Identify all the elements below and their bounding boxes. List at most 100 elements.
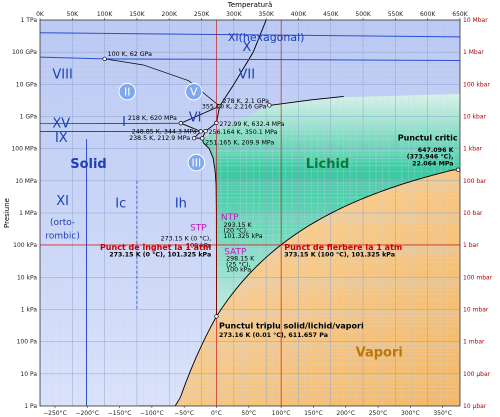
top-tick-label: 250K <box>194 11 210 18</box>
left-tick-label: 100 GPa <box>12 49 37 56</box>
stp-label: STP <box>190 223 207 233</box>
phase-label-viii: VIII <box>52 68 72 83</box>
point-p-100k-62gpa <box>102 56 107 61</box>
top-tick-label: 150K <box>129 11 145 18</box>
satp-line-3: 100 kPa <box>226 267 251 274</box>
bottom-tick-label: −200°C <box>75 410 99 417</box>
left-tick-label: 100 kPa <box>13 242 37 249</box>
right-tick-label: 10 bar <box>463 210 483 217</box>
right-tick-label: 100 bar <box>463 178 487 185</box>
ii-boundary <box>179 105 220 139</box>
high-pressure-boundary-1 <box>40 32 460 38</box>
grid <box>40 20 460 406</box>
bottom-tick-label: −250°C <box>43 410 67 417</box>
left-tick-label: 10 GPa <box>16 81 38 88</box>
bottom-tick-label: 200°C <box>336 410 355 417</box>
right-axis: 10 μbar 100 μbar 1 mbar 10 mbar 100 mbar 1 ba… <box>463 17 493 410</box>
point-label-p-355k: 355.00 K, 2.216 GPa <box>202 103 267 110</box>
top-tick-label: 450K <box>323 11 339 18</box>
freeze-title: Punct de îngheț la 1 atm <box>100 243 211 253</box>
boil-title: Punct de fierbere la 1 atm <box>284 243 402 252</box>
bottom-tick-label: 100°C <box>272 410 291 417</box>
point-p-24885 <box>198 129 203 134</box>
phase-label-x: X <box>242 40 251 55</box>
left-tick-label: 100 Pa <box>17 339 38 346</box>
right-tick-label: 1 kbar <box>463 146 483 153</box>
phase-label-ix: IX <box>55 131 68 146</box>
phase-label-vi: VI <box>189 110 202 125</box>
point-label-p-2385: 238.5 K, 212.9 MPa <box>129 135 190 142</box>
left-tick-label: 1 GPa <box>20 114 38 121</box>
point-p-critic <box>455 167 461 172</box>
reference-lines <box>40 20 460 406</box>
phase-label-vii: VII <box>238 68 255 83</box>
phase-label-ih: Ih <box>175 196 187 211</box>
annotations: Punctul critic 647.096 K(373.946 °C),22.0… <box>100 133 458 339</box>
top-tick-label: 350K <box>258 11 274 18</box>
phase-label-ii: II <box>124 85 131 98</box>
bottom-tick-label: 250°C <box>369 410 388 417</box>
satp-line-2: (25 °C), <box>226 260 250 268</box>
y-axis-title: Presiune <box>3 198 11 228</box>
sublimation-curve <box>138 316 217 406</box>
critic-title: Punctul critic <box>398 133 458 142</box>
top-tick-label: 200K <box>162 11 178 18</box>
point-label-p-100k-62gpa: 100 K, 62 GPa <box>108 51 153 58</box>
left-tick-label: 10 MPa <box>15 178 37 185</box>
high-pressure-boundary-0 <box>40 56 460 62</box>
left-tick-label: 100 MPa <box>11 146 37 153</box>
phase-label-v: V <box>190 85 198 98</box>
point-p-218k <box>178 121 184 126</box>
vaporization-curve <box>216 169 459 317</box>
phase-label-vapori: Vapori <box>356 345 403 360</box>
right-tick-label: 100 kbar <box>463 81 490 88</box>
critic-line-3: 22.064 MPa <box>412 160 453 167</box>
left-tick-label: 1 Pa <box>24 403 37 410</box>
right-tick-label: 100 mbar <box>463 274 493 281</box>
x-axis-title: Temperatură <box>227 1 272 9</box>
top-tick-label: 0K <box>36 11 45 18</box>
right-tick-label: 1 bar <box>463 242 479 249</box>
top-tick-label: 500K <box>355 11 371 18</box>
stp-line-2: 100 kPa <box>186 242 211 249</box>
ntp-line-1: 293.15 K <box>224 222 253 229</box>
critic-line-1: 647.096 K <box>418 147 455 154</box>
point-label-p-256164: 256.164 K, 350.1 MPa <box>209 129 278 136</box>
top-tick-label: 300K <box>226 11 242 18</box>
data-points: 100 K, 62 GPa 218 K, 620 MPa 278 K, 2.1 GP… <box>102 51 461 319</box>
point-p-27299 <box>214 120 219 126</box>
top-tick-label: 100K <box>97 11 113 18</box>
bottom-tick-label: −50°C <box>174 410 194 417</box>
top-tick-label: 600K <box>420 11 436 18</box>
point-p-355k <box>267 103 272 108</box>
point-label-p-278k: 278 K, 2.1 GPa <box>223 98 270 105</box>
top-tick-label: 50K <box>67 11 80 18</box>
right-tick-label: 1 Mbar <box>463 49 484 56</box>
phase-label-xv: XV <box>52 117 70 132</box>
left-tick-label: 10 Pa <box>20 371 37 378</box>
phase-circle-ii <box>118 82 136 101</box>
bottom-tick-label: 0°C <box>211 410 222 417</box>
phase-label-i: I <box>122 115 126 130</box>
ntp-label: NTP <box>221 213 239 223</box>
ntp-line-3: 101.325 kPa <box>224 233 263 240</box>
right-tick-label: 100 μbar <box>463 371 491 378</box>
point-label-p-251165: 251.165 K, 209.9 MPa <box>205 139 274 146</box>
bottom-tick-label: 350°C <box>433 410 452 417</box>
bottom-tick-label: 50°C <box>241 410 256 417</box>
bottom-tick-label: 300°C <box>401 410 420 417</box>
point-p-triple <box>214 314 219 319</box>
bottom-tick-label: −100°C <box>140 410 164 417</box>
top-tick-label: 400K <box>291 11 307 18</box>
triple-sub: 273.16 K (0.01 °C), 611.657 Pa <box>219 331 328 339</box>
phase-label-ortorombic-1: (orto- <box>50 218 75 228</box>
stp-line-1: 273.15 K (0 °C), <box>161 234 212 242</box>
phase-label-iii: III <box>192 156 202 169</box>
point-label-p-27299: 272.99 K, 632.4 MPa <box>219 121 284 128</box>
satp-label: SATP <box>224 247 247 257</box>
top-axis: 0K 50K 100K 150K 200K 250K 300K 350K 400K 450K 500… <box>36 11 469 20</box>
top-tick-label: 650K <box>452 11 468 18</box>
right-tick-label: 1 mbar <box>463 339 485 346</box>
freeze-sub: 273.15 K (0 °C), 101.325 kPa <box>109 251 211 259</box>
